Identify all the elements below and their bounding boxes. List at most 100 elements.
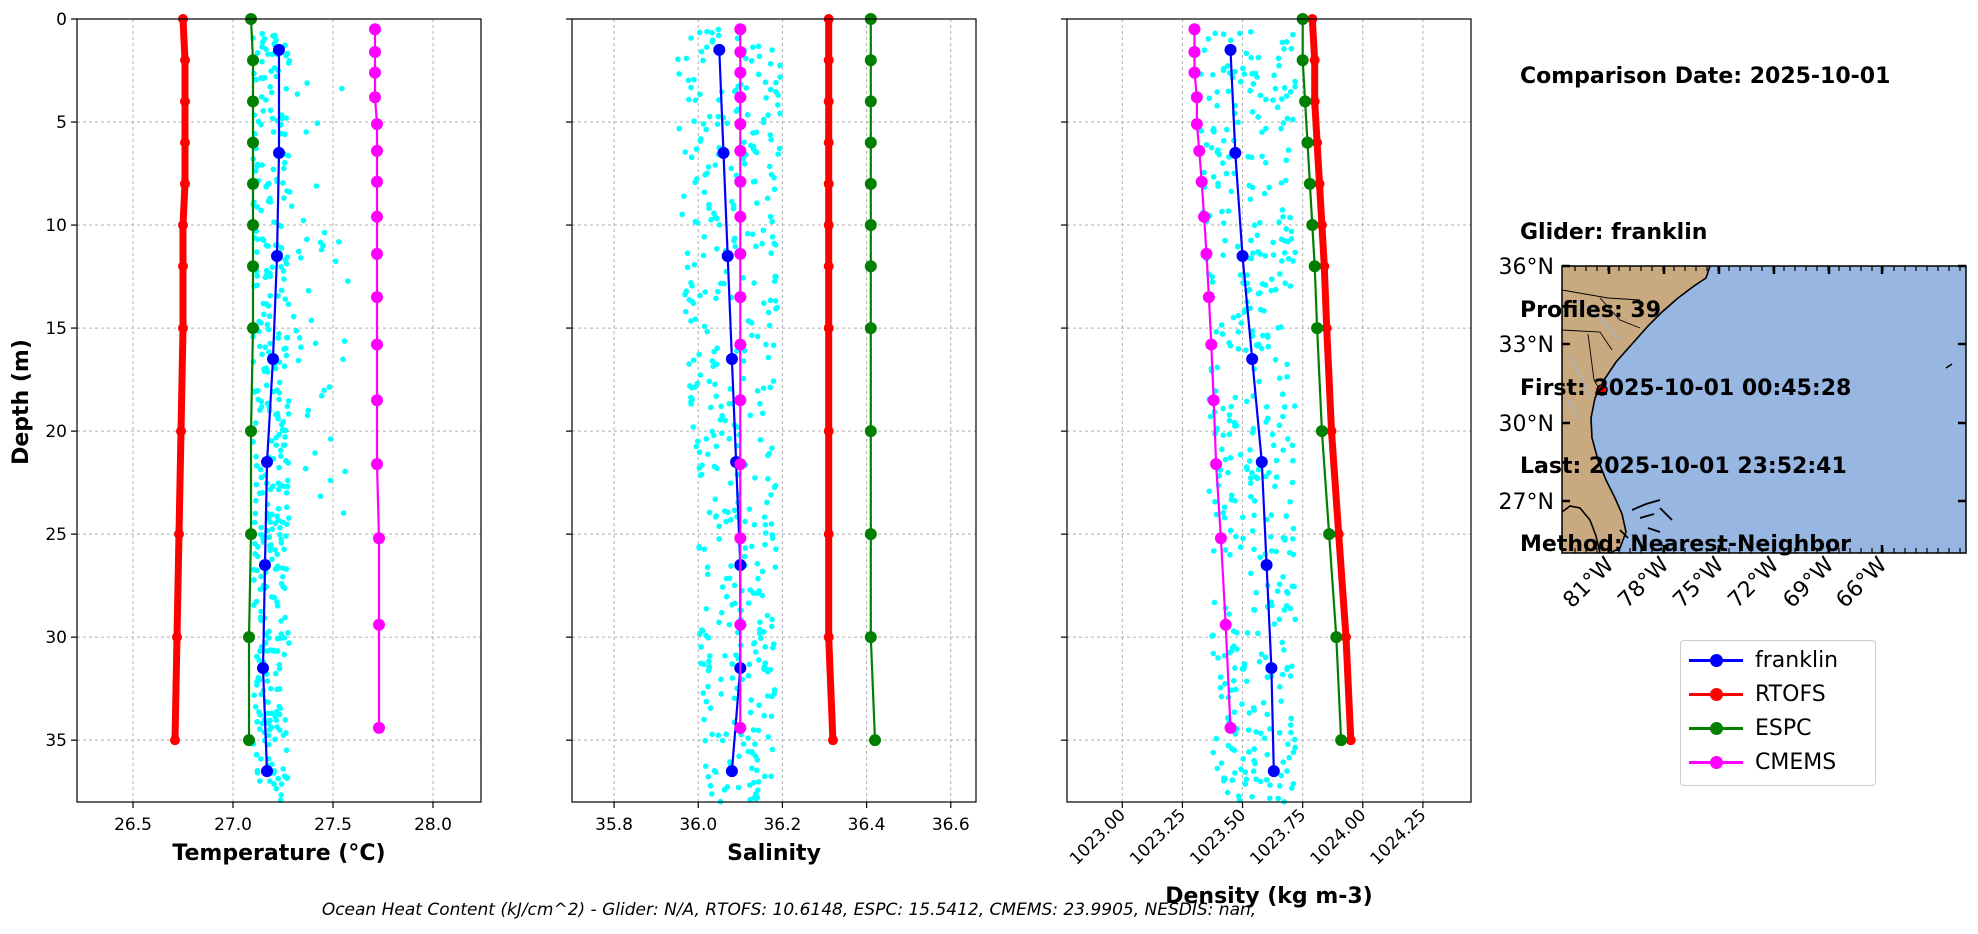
glider-scatter-point <box>1255 248 1261 255</box>
glider-scatter-point <box>1290 258 1296 264</box>
glider-scatter-point <box>715 288 721 295</box>
glider-scatter-point <box>1288 729 1294 736</box>
glider-scatter-point <box>258 756 264 762</box>
glider-scatter-point <box>256 490 263 497</box>
glider-scatter-point <box>276 464 282 471</box>
glider-scatter-point <box>749 332 755 339</box>
glider-scatter-point <box>1248 493 1254 500</box>
glider-scatter-point <box>1272 483 1278 490</box>
glider-scatter-point <box>1280 413 1286 420</box>
franklin-point <box>261 765 273 778</box>
glider-scatter-point <box>321 387 328 394</box>
glider-scatter-point <box>273 442 280 448</box>
glider-scatter-point <box>1276 62 1282 69</box>
franklin-line <box>261 49 281 772</box>
glider-scatter-point <box>708 404 714 411</box>
glider-scatter-point <box>706 378 713 385</box>
glider-scatter-point <box>762 773 768 780</box>
glider-scatter-point <box>696 631 703 637</box>
glider-scatter-point <box>1225 469 1231 476</box>
glider-scatter-point <box>706 658 712 665</box>
glider-scatter-point <box>1218 693 1225 700</box>
glider-scatter-point <box>280 732 287 738</box>
rtofs-point <box>176 426 186 437</box>
glider-scatter-point <box>751 521 758 528</box>
glider-scatter-point <box>269 511 275 518</box>
glider-scatter-point <box>776 145 783 152</box>
glider-scatter-point <box>1283 602 1290 609</box>
glider-scatter-point <box>298 344 304 351</box>
glider-scatter-point <box>705 683 711 690</box>
glider-scatter-point <box>278 536 285 543</box>
glider-scatter-point <box>773 546 779 552</box>
glider-scatter-point <box>755 575 761 582</box>
glider-scatter-point <box>257 614 264 621</box>
glider-scatter-point <box>250 566 257 573</box>
glider-scatter-point <box>256 726 263 732</box>
glider-scatter-point <box>1270 97 1276 103</box>
espc-point <box>1299 95 1312 108</box>
glider-scatter-point <box>345 278 351 284</box>
glider-scatter-point <box>716 222 723 228</box>
glider-scatter-point <box>267 199 274 205</box>
glider-scatter-point <box>1243 50 1250 57</box>
glider-scatter-point <box>1279 39 1286 46</box>
glider-scatter-point <box>284 504 290 510</box>
glider-scatter-point <box>1247 196 1254 203</box>
glider-scatter-point <box>282 614 288 621</box>
glider-scatter-point <box>254 249 260 255</box>
glider-scatter-point <box>1227 551 1233 558</box>
glider-scatter-point <box>1233 533 1239 540</box>
cmems-line <box>1193 29 1232 728</box>
glider-scatter-point <box>254 161 261 168</box>
glider-scatter-point <box>281 651 288 658</box>
glider-scatter-point <box>1292 78 1298 85</box>
glider-scatter-point <box>1267 782 1273 788</box>
rtofs-point <box>823 323 834 334</box>
glider-scatter-point <box>1263 777 1270 783</box>
glider-scatter-point <box>284 188 290 194</box>
glider-scatter-point <box>1288 228 1295 235</box>
rtofs-point <box>1316 220 1327 231</box>
glider-scatter-point <box>1262 654 1269 661</box>
glider-scatter-point <box>265 303 272 309</box>
glider-scatter-point <box>253 497 259 504</box>
glider-scatter-point <box>253 462 260 469</box>
glider-scatter-point <box>700 121 707 127</box>
glider-scatter-point <box>269 115 276 122</box>
glider-scatter-point <box>708 791 715 797</box>
glider-scatter-point <box>1244 466 1250 473</box>
glider-scatter-point <box>700 57 706 64</box>
glider-scatter-point <box>280 418 287 425</box>
glider-scatter-point <box>317 493 324 500</box>
glider-scatter-point <box>318 246 325 253</box>
glider-scatter-point <box>253 77 259 83</box>
glider-scatter-point <box>260 536 266 542</box>
glider-scatter-point <box>258 524 265 531</box>
glider-scatter-point <box>1214 364 1221 371</box>
glider-scatter-point <box>760 300 767 306</box>
glider-scatter-point <box>740 275 746 281</box>
glider-scatter-point <box>686 96 692 103</box>
glider-scatter-point <box>740 375 747 382</box>
glider-scatter-point <box>706 509 713 516</box>
legend-item-espc: ESPC <box>1689 714 1812 742</box>
glider-scatter-point <box>723 731 730 738</box>
glider-scatter-point <box>752 178 758 185</box>
glider-scatter-point <box>724 784 731 790</box>
glider-scatter-point <box>1258 345 1265 352</box>
glider-scatter-point <box>265 243 271 249</box>
glider-scatter-point <box>1235 312 1242 319</box>
glider-scatter-point <box>272 365 279 372</box>
glider-scatter-point <box>764 195 771 202</box>
glider-scatter-point <box>713 443 720 450</box>
glider-scatter-point <box>1279 671 1286 678</box>
glider-scatter-point <box>1273 548 1280 555</box>
glider-scatter-point <box>1217 684 1224 691</box>
glider-scatter-point <box>1257 219 1263 226</box>
glider-scatter-point <box>769 645 776 651</box>
glider-scatter-point <box>1281 404 1288 410</box>
glider-scatter-point <box>684 250 691 256</box>
glider-scatter-point <box>767 132 774 138</box>
glider-scatter-point <box>706 653 713 659</box>
